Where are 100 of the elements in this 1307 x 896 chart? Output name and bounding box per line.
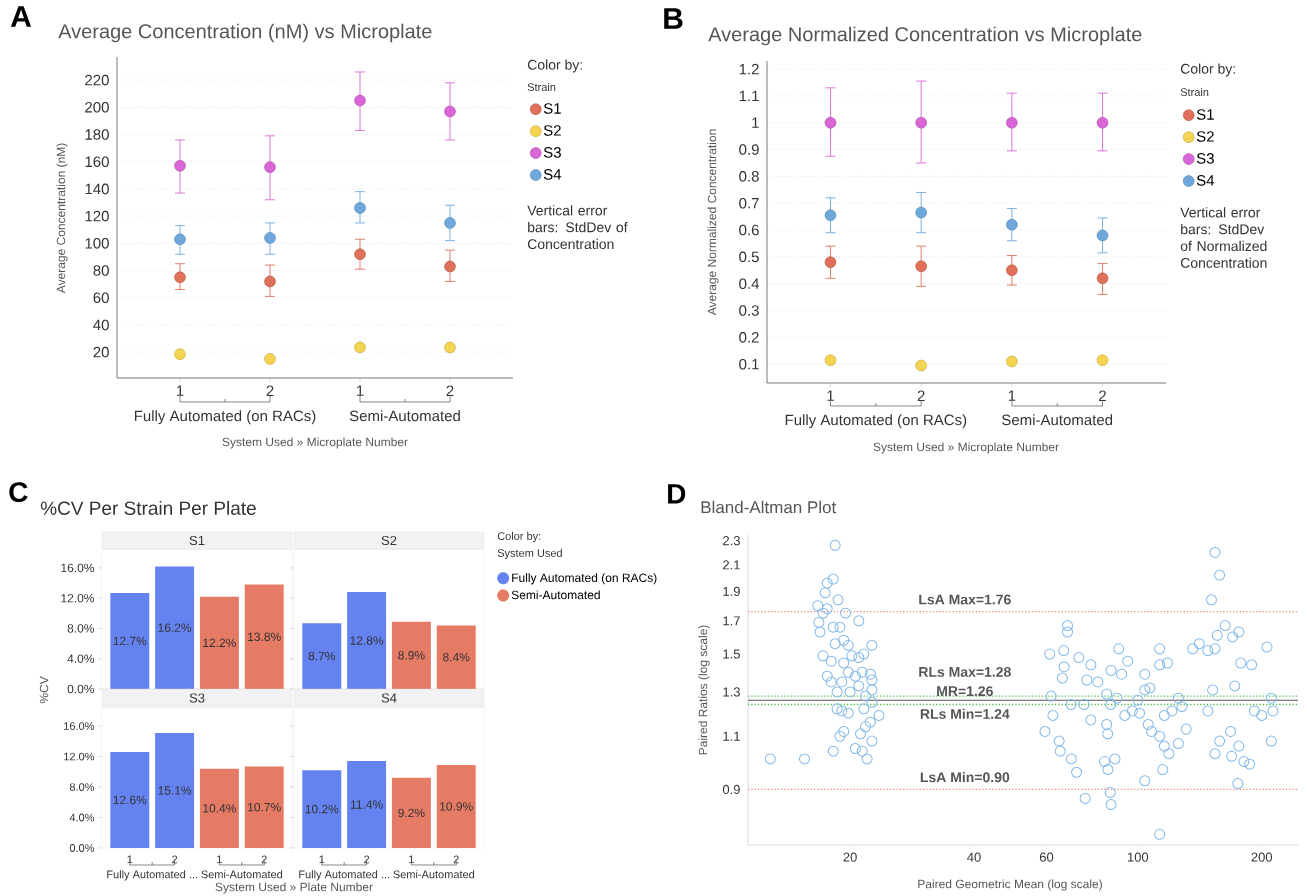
y-tick-label: 180 [85,129,109,140]
bar [391,777,431,848]
x-tick-label: 20 [843,852,857,862]
text: Fully Automated ... [107,870,198,881]
data-label: 10.7% [248,802,281,812]
y-tick-label: 2.3 [723,536,740,546]
data-label: 8.7% [308,651,336,661]
point [444,217,456,229]
y-tick-label: 16.0% [61,563,95,573]
ref-line-label: RLs Min=1.24 [920,708,1010,719]
x-axis-title: Paired Geometric Mean (log scale) [918,879,1102,891]
text: C [9,482,28,502]
ref-line-label: LsA Min=0.90 [920,771,1010,783]
y-tick-label: 0.9 [722,784,740,795]
bar [199,596,239,689]
y-tick-label: 0.5 [739,251,759,263]
point [1006,355,1018,368]
x-tick-label: 1 [217,855,222,864]
x-tick-label: 2 [261,855,267,864]
text: Fully Automated (on RACs) [134,410,316,425]
bar [302,623,342,689]
point [1096,116,1109,129]
chart-title: S4 [381,693,397,703]
point [824,354,837,366]
data-label: 9.2% [398,808,425,818]
y-tick-label: 12.0% [61,593,95,603]
x-tick-label: 100 [1127,852,1149,862]
x-tick-label: 1 [176,385,184,396]
text: A [10,6,32,27]
point [1006,264,1018,277]
y-tick-label: 0.8 [739,171,759,182]
legend-label: S1 [543,103,561,114]
text: Strain [1180,87,1209,97]
point [824,256,837,268]
y-tick-label: 120 [85,210,109,222]
y-tick-label: 0.0% [67,684,95,694]
text: Vertical error bars: StdDev of Normalized Concentration [1180,207,1267,268]
chart-title: S2 [381,535,397,546]
point [824,116,837,129]
x-tick-label: 1 [127,855,133,864]
y-tick-label: 140 [85,183,109,195]
point [264,353,276,365]
x-tick-label: 2 [453,855,459,864]
data-label: 12.6% [113,795,147,805]
chart-title: S3 [189,693,205,703]
chart-title: Average Concentration (nM) vs Microplate [58,23,432,43]
point [1096,229,1109,242]
data-label: 12.7% [113,636,147,646]
y-tick-label: 40 [93,319,109,331]
x-tick-label: 2 [172,855,178,864]
text: System Used [497,548,562,560]
point [444,341,456,354]
x-tick-label: 2 [1099,390,1106,401]
y-tick-label: 16.0% [64,722,95,730]
text: Semi-Automated [349,410,460,422]
legend-title: Color by: [1180,63,1235,77]
point [915,260,927,273]
bar [244,766,284,848]
point [1096,272,1109,285]
legend-label: S4 [1196,175,1215,186]
y-tick-label: 80 [93,265,109,276]
y-tick-label: 1.7 [723,616,740,626]
point [1006,218,1018,231]
point [264,275,276,288]
x-tick-label: 1 [356,385,364,396]
bar [155,732,195,848]
y-tick-label: 8.0% [67,624,95,633]
y-tick-label: 1.9 [723,586,740,596]
text: Semi-Automated [1002,414,1113,426]
data-label: 10.2% [305,804,339,814]
ref-line-label: RLs Max=1.28 [919,666,1011,677]
y-tick-label: 8.0% [69,783,95,791]
point [354,202,366,214]
x-tick-label: 200 [1251,852,1273,862]
y-axis-title: Paired Ratios (log scale) [698,625,710,755]
data-label: 10.9% [440,802,473,811]
y-tick-label: 0.3 [739,305,759,316]
legend-label: S4 [543,169,562,180]
point [915,206,927,219]
point [444,105,456,118]
x-tick-label: 2 [917,390,925,401]
x-tick-label: 2 [364,855,370,864]
y-tick-label: 1.3 [723,687,740,697]
y-tick-label: 60 [93,292,109,304]
y-tick-label: 160 [85,156,109,168]
y-axis-title: Average Normalized Concentration [707,129,719,316]
ref-line-label: LsA Max=1.76 [919,594,1011,605]
x-tick-label: 2 [446,385,454,396]
bar [347,592,387,689]
legend-label: Semi-Automated [511,590,600,600]
x-axis-title: System Used » Microplate Number [873,442,1059,454]
y-tick-label: 2.1 [723,560,740,570]
text: B [664,8,683,29]
data-label: 15.1% [158,786,192,795]
bar [110,751,150,848]
bar [436,764,476,848]
y-tick-label: 20 [93,346,109,358]
point [354,341,366,354]
y-tick-label: 1.5 [723,649,740,659]
point [1006,116,1018,129]
